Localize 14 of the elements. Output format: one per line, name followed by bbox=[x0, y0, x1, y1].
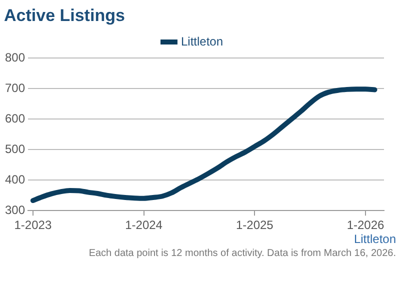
y-tick-label: 800 bbox=[4, 50, 26, 64]
chart-title: Active Listings bbox=[3, 5, 126, 26]
y-tick-label: 600 bbox=[4, 111, 26, 126]
legend-label: Littleton bbox=[180, 34, 224, 48]
y-tick-label: 400 bbox=[4, 172, 26, 186]
x-tick-label: 1-2024 bbox=[125, 218, 163, 232]
y-tick-label: 700 bbox=[4, 80, 26, 95]
x-tick-label: 1-2023 bbox=[14, 218, 52, 232]
x-tick-label: 1-2025 bbox=[236, 218, 274, 232]
text: Each data point is 12 months of activity. Data is from March 16, 2026. bbox=[88, 248, 397, 259]
y-tick-label: 300 bbox=[4, 202, 26, 217]
x-tick-label: 1-2026 bbox=[346, 218, 385, 232]
text: Littleton bbox=[352, 232, 397, 246]
y-tick-label: 500 bbox=[4, 142, 26, 156]
